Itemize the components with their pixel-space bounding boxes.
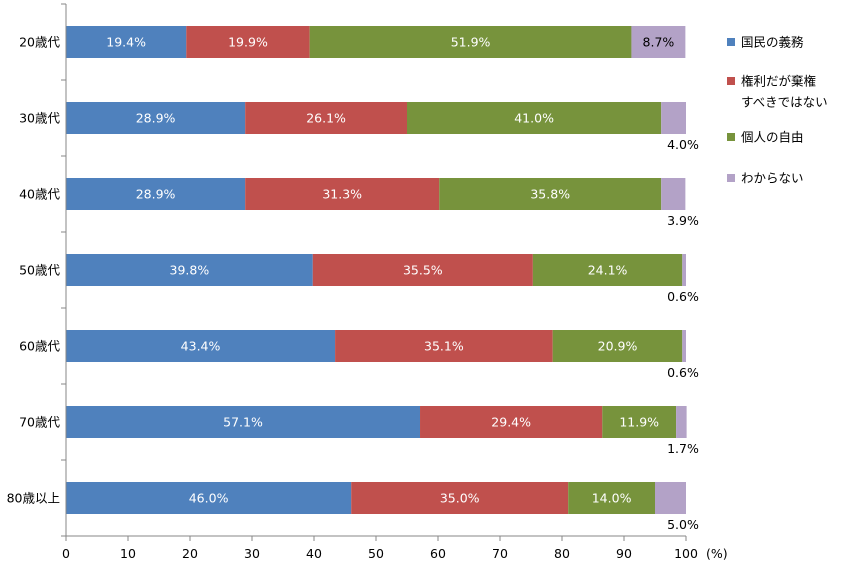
bar-segment xyxy=(439,178,662,210)
data-label: 35.8% xyxy=(530,187,570,202)
legend-swatch xyxy=(727,133,735,141)
bar-segment xyxy=(351,482,569,514)
legend-swatch xyxy=(727,38,735,46)
data-label: 28.9% xyxy=(136,187,176,202)
data-label: 35.0% xyxy=(440,491,480,506)
bar-segment xyxy=(532,254,683,286)
x-tick-label: 10 xyxy=(120,546,136,561)
axes-layer: 20歳代 30歳代 40歳代 50歳代 60歳代 70歳代 80歳以上 0 10 20 30 40 50… xyxy=(7,3,728,561)
x-tick-label: 70 xyxy=(492,546,508,561)
bar-segment xyxy=(66,482,352,514)
bar-segment xyxy=(312,254,533,286)
x-tick-label: 100 xyxy=(674,546,698,561)
x-tick-label: 0 xyxy=(62,546,70,561)
data-label: 43.4% xyxy=(181,339,221,354)
data-label: 19.9% xyxy=(228,35,268,50)
data-label: 8.7% xyxy=(643,35,675,50)
bar-segment xyxy=(245,178,440,210)
bar-segment xyxy=(309,26,632,58)
x-tick-label: 60 xyxy=(430,546,446,561)
data-label: 41.0% xyxy=(514,111,554,126)
legend-swatch xyxy=(727,77,735,85)
bar-segment xyxy=(552,330,683,362)
bar-segment xyxy=(655,482,686,514)
bar-segment xyxy=(407,102,662,134)
bar-segment xyxy=(682,254,686,286)
bar-segment xyxy=(66,330,336,362)
x-tick-label: 80 xyxy=(554,546,570,561)
bars-layer: 19.4% 19.9% 51.9% 8.7% 28.9% 26.1% 41.0% 4.0% 28… xyxy=(66,26,699,532)
x-tick-label: 40 xyxy=(306,546,322,561)
data-label: 26.1% xyxy=(306,111,346,126)
bar-segment xyxy=(661,102,686,134)
category-label: 60歳代 xyxy=(19,339,60,354)
bar-segment xyxy=(66,26,187,58)
data-label: 4.0% xyxy=(667,137,699,152)
bar-segment xyxy=(682,330,686,362)
data-label: 35.1% xyxy=(424,339,464,354)
data-label: 5.0% xyxy=(667,517,699,532)
legend-label: すべきではない xyxy=(741,95,828,110)
category-label: 30歳代 xyxy=(19,111,60,126)
bar-segment xyxy=(66,102,246,134)
data-label: 46.0% xyxy=(189,491,229,506)
category-label: 80歳以上 xyxy=(7,491,60,506)
data-label: 31.3% xyxy=(322,187,362,202)
bar-segment xyxy=(661,178,686,210)
legend-swatch xyxy=(727,174,735,182)
bar-segment xyxy=(66,254,313,286)
data-label: 57.1% xyxy=(223,415,263,430)
x-unit-label: (%) xyxy=(706,546,728,561)
data-label: 20.9% xyxy=(598,339,638,354)
bar-segment xyxy=(420,406,603,438)
x-tick-label: 30 xyxy=(244,546,260,561)
bar-segment xyxy=(335,330,553,362)
data-label: 19.4% xyxy=(106,35,146,50)
bar-segment xyxy=(602,406,677,438)
category-label: 20歳代 xyxy=(19,35,60,50)
data-label: 29.4% xyxy=(491,415,531,430)
bar-segment xyxy=(245,102,407,134)
data-label: 51.9% xyxy=(451,35,491,50)
data-label: 0.6% xyxy=(667,365,699,380)
bar-segment xyxy=(676,406,687,438)
x-tick-label: 50 xyxy=(368,546,384,561)
category-label: 50歳代 xyxy=(19,263,60,278)
legend-label: 個人の自由 xyxy=(741,130,804,145)
legend-label: 権利だが棄権 xyxy=(741,74,816,89)
bar-segment xyxy=(66,406,421,438)
legend-label: 国民の義務 xyxy=(741,35,804,50)
data-label: 39.8% xyxy=(170,263,210,278)
data-label: 24.1% xyxy=(588,263,628,278)
bar-segment xyxy=(568,482,655,514)
legend-label: わからない xyxy=(741,171,804,186)
bar-segment xyxy=(66,178,246,210)
bar-segment xyxy=(186,26,310,58)
category-label: 40歳代 xyxy=(19,187,60,202)
data-label: 3.9% xyxy=(667,213,699,228)
category-label: 70歳代 xyxy=(19,415,60,430)
x-tick-label: 20 xyxy=(182,546,198,561)
data-label: 28.9% xyxy=(136,111,176,126)
x-tick-label: 90 xyxy=(616,546,632,561)
data-label: 1.7% xyxy=(667,441,699,456)
bar-segment xyxy=(631,26,686,58)
data-label: 11.9% xyxy=(619,415,659,430)
data-label: 35.5% xyxy=(403,263,443,278)
data-label: 0.6% xyxy=(667,289,699,304)
data-label: 14.0% xyxy=(592,491,632,506)
